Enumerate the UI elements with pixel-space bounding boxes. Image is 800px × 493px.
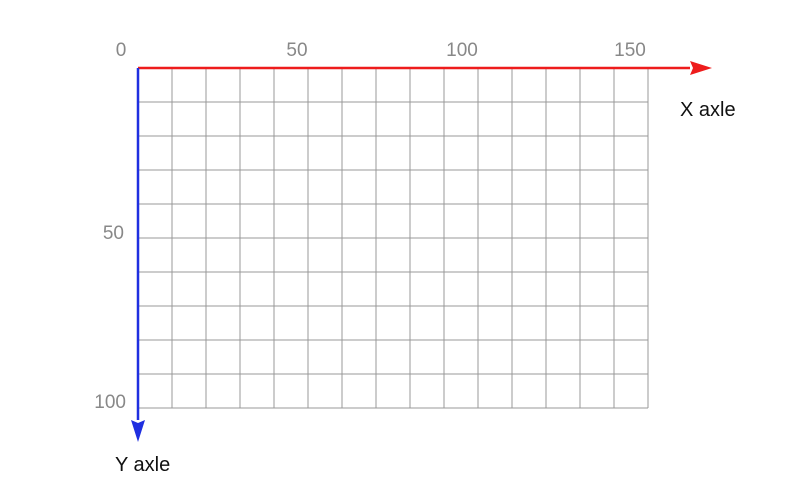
grid xyxy=(138,68,649,409)
y-axis-arrowhead xyxy=(131,420,145,442)
x-axis-title: X axle xyxy=(680,99,736,121)
x-tick-label: 50 xyxy=(286,40,307,61)
y-tick-label: 50 xyxy=(103,223,124,244)
y-tick-label: 100 xyxy=(94,392,126,413)
x-tick-label: 0 xyxy=(116,40,127,61)
x-tick-label: 150 xyxy=(614,40,646,61)
x-axis-arrowhead xyxy=(690,61,712,75)
x-tick-label: 100 xyxy=(446,40,478,61)
y-axis-title: Y axle xyxy=(115,454,170,476)
